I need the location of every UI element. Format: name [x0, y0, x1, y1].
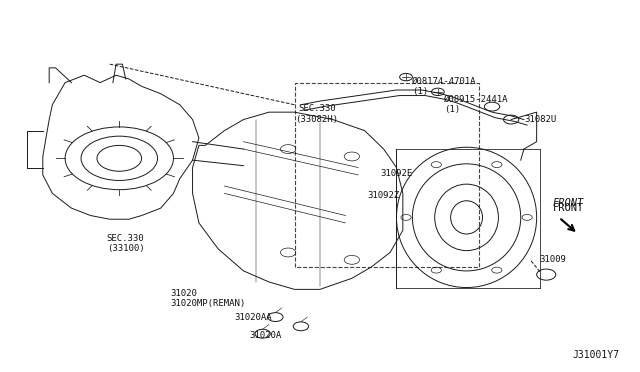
Text: Ø08915-2441A
(1): Ø08915-2441A (1)	[444, 95, 509, 115]
Text: 31020
31020MP(REMAN): 31020 31020MP(REMAN)	[170, 289, 246, 308]
Text: 31082U: 31082U	[524, 115, 556, 124]
Text: 31009: 31009	[540, 255, 566, 264]
Text: 31020AA: 31020AA	[234, 312, 271, 321]
Text: FRONT: FRONT	[552, 203, 584, 213]
Text: 31092E: 31092E	[381, 169, 413, 177]
Text: 31092Z: 31092Z	[368, 191, 400, 200]
Text: SEC.330
(33100): SEC.330 (33100)	[107, 234, 145, 253]
Text: 31020A: 31020A	[250, 331, 282, 340]
Text: SEC.330
(33082H): SEC.330 (33082H)	[295, 104, 339, 124]
Text: Ø08174-4701A
(1): Ø08174-4701A (1)	[412, 77, 477, 96]
Text: J31001Y7: J31001Y7	[573, 350, 620, 359]
Text: FRONT: FRONT	[552, 198, 584, 208]
